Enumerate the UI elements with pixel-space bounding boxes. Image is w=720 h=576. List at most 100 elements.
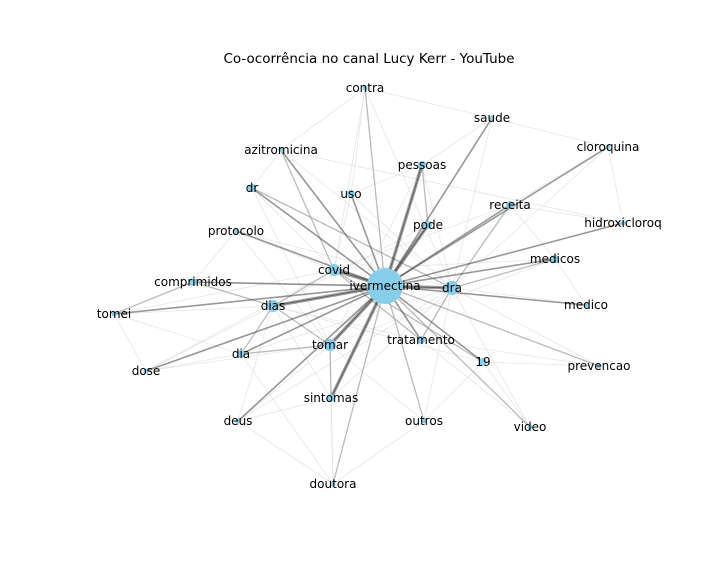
node-sintomas [327, 394, 335, 402]
node-prevencao [596, 363, 602, 369]
node-label-hidroxicloroq: hidroxicloroq [584, 216, 662, 230]
node-label-deus: deus [224, 414, 253, 428]
node-label-dra: dra [442, 281, 462, 295]
node-dia [237, 350, 245, 358]
weak-edge-pode-dias [272, 224, 429, 307]
node-label-tomei: tomei [97, 307, 131, 321]
medium-edge-pessoas-pode [421, 164, 429, 226]
node-label-sintomas: sintomas [304, 391, 359, 405]
medium-edge-covid-dias [272, 269, 335, 307]
bundle-edge-ivermectina-sintomas [329, 285, 385, 398]
weak-edge-cloroquina-hidroxicloroq [607, 146, 624, 224]
medium-edge-tomar-dia [240, 344, 331, 355]
node-label-dose: dose [132, 364, 161, 378]
node-label-comprimidos: comprimidos [154, 275, 232, 289]
node-dose [143, 368, 149, 374]
node-label-prevencao: prevencao [567, 359, 630, 373]
nodes-layer [111, 85, 626, 487]
weak-edge-dose-tomar [145, 344, 331, 372]
weak-edge-doutora-sintomas [330, 397, 334, 485]
weak-edge-prevencao-dra [451, 287, 600, 367]
node-covid [328, 264, 340, 276]
node-label-19: 19 [475, 355, 490, 369]
medium-edge-ivermectina-video [384, 285, 531, 428]
strong-edge-ivermectina-dia [240, 285, 386, 355]
bundle-edge-ivermectina-pessoas [384, 164, 423, 287]
node-label-dr: dr [246, 181, 259, 195]
strong-edge-ivermectina-sintomas [330, 285, 386, 399]
weak-edge-dose-dia [145, 353, 242, 372]
weak-edge-uso-covid [333, 193, 352, 271]
weak-edge-sintomas-dra [330, 287, 453, 399]
strong-edge-ivermectina-cloroquina [384, 146, 609, 287]
node-medico [583, 302, 589, 308]
weak-edge-deus-tomar [237, 344, 331, 422]
weak-edge-saude-pessoas [421, 117, 493, 166]
node-tomar [324, 339, 336, 351]
medium-edge-ivermectina-doutora [332, 285, 386, 485]
weak-edge-dr-covid [251, 187, 335, 271]
node-video [527, 424, 533, 430]
bundle-edge-ivermectina-sintomas [330, 285, 386, 399]
weak-edge-tomei-dia [113, 313, 242, 355]
strong-edge-ivermectina-deus [237, 285, 386, 422]
bundle-edge-ivermectina-dias [272, 284, 385, 306]
weak-edge-sintomas-dias [272, 305, 332, 399]
weak-edge-doutora-outros [332, 420, 425, 485]
weak-edge-medicos-tomar [329, 258, 556, 346]
strong-edge-ivermectina-dr [251, 187, 386, 287]
weak-edge-cloroquina-dra [451, 146, 609, 289]
weak-edge-deus-sintomas [237, 397, 332, 422]
node-dias [267, 300, 279, 312]
strong-edge-ivermectina-pessoas [384, 164, 423, 287]
weak-edge-uso-pessoas [350, 164, 423, 195]
weak-edge-video-19 [482, 361, 531, 428]
node-label-dia: dia [232, 347, 250, 361]
node-azitromicina [278, 147, 284, 153]
weak-edge-hidroxicloroq-azitromicina [280, 149, 624, 224]
weak-edge-medicos-receita [509, 204, 556, 260]
medium-edge-dra-receita [451, 204, 511, 289]
node-hidroxicloroq [620, 220, 626, 226]
strong-edge-ivermectina-saude [384, 117, 493, 287]
node-label-uso: uso [340, 187, 361, 201]
strong-edge-ivermectina-medicos [384, 258, 556, 287]
weak-edge-prevencao-19 [482, 361, 600, 367]
strong-edge-ivermectina-comprimidos [192, 281, 386, 287]
medium-edge-covid-tratamento [333, 269, 422, 341]
node-label-pessoas: pessoas [398, 158, 446, 172]
bundle-edge-ivermectina-pessoas [383, 164, 422, 286]
node-dr [248, 184, 256, 192]
medium-edge-dias-dia [240, 305, 274, 355]
node-cloroquina [605, 144, 611, 150]
weak-edge-tratamento-dias [272, 305, 422, 341]
medium-edge-ivermectina-outros [384, 285, 425, 422]
node-label-video: video [514, 420, 547, 434]
node-uso [347, 190, 355, 198]
medium-edge-dra-medicos [451, 258, 556, 289]
bundle-edge-ivermectina-pessoas [385, 165, 424, 287]
node-receita [506, 201, 514, 209]
strong-edge-ivermectina-dias [272, 285, 386, 307]
weak-edge-contra-dra [364, 87, 453, 289]
weak-edge-tomei-dose [113, 313, 147, 372]
node-deus [235, 418, 241, 424]
node-tratamento [417, 336, 425, 344]
weak-edge-pessoas-tomar [329, 164, 423, 346]
node-doutora [330, 481, 336, 487]
weak-edge-dose-covid [145, 269, 335, 372]
weak-edge-prevencao-tratamento [420, 339, 600, 367]
weak-edge-tomei-dias [113, 305, 274, 315]
weak-edge-contra-azitromicina [280, 87, 366, 151]
medium-edge-tomar-sintomas [329, 344, 332, 399]
weak-edge-comprimidos-protocolo [192, 230, 237, 283]
node-label-medico: medico [564, 298, 608, 312]
node-label-protocolo: protocolo [208, 224, 264, 238]
node-pode [424, 221, 432, 229]
node-saude [489, 115, 495, 121]
bundle-edge-ivermectina-sintomas [331, 286, 387, 399]
node-protocolo [233, 228, 239, 234]
node-label-outros: outros [405, 414, 443, 428]
strong-edge-ivermectina-tomei [113, 285, 386, 315]
medium-edge-azitromicina-covid [280, 149, 335, 271]
